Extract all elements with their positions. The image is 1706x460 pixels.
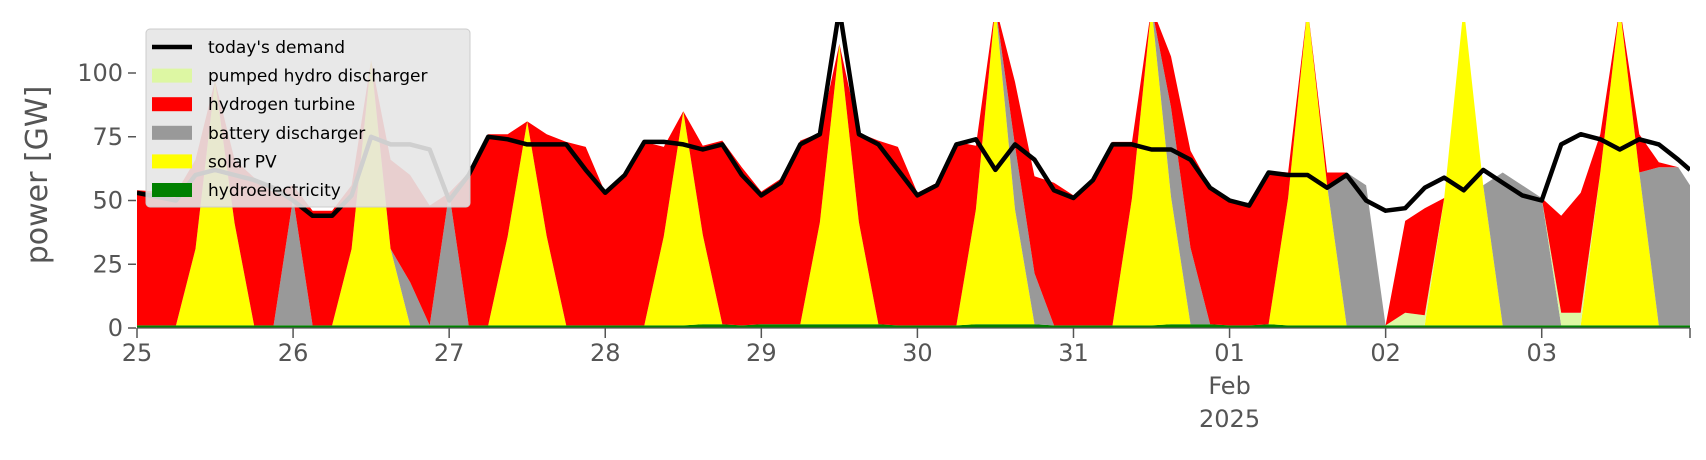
area-solar-pv <box>137 22 1690 326</box>
legend-label: today's demand <box>208 38 345 58</box>
x-tick-label: 01 <box>1214 339 1245 367</box>
legend-swatch <box>152 154 192 169</box>
x-tick-sublabel: Feb <box>1208 372 1251 400</box>
area-hydroelectricity <box>137 324 1690 328</box>
x-tick-label: 28 <box>590 339 621 367</box>
y-axis-title: power [GW] <box>20 86 55 265</box>
x-tick-sublabel: 2025 <box>1199 405 1260 433</box>
legend-swatch <box>152 68 192 83</box>
legend-swatch <box>152 97 192 112</box>
x-tick-label: 30 <box>902 339 933 367</box>
legend-label: pumped hydro discharger <box>208 67 427 87</box>
legend-label: battery discharger <box>208 124 365 144</box>
stacked-areas <box>137 22 1690 328</box>
x-tick-label: 27 <box>434 339 465 367</box>
y-tick-label: 75 <box>92 123 123 151</box>
legend-box <box>145 28 471 208</box>
x-tick-label: 31 <box>1058 339 1089 367</box>
y-tick-label: 50 <box>92 187 123 215</box>
legend-swatch <box>152 125 192 140</box>
x-tick-label: 26 <box>278 339 309 367</box>
legend-swatch <box>152 183 192 197</box>
legend-label: hydroelectricity <box>208 181 341 201</box>
legend-label: solar PV <box>208 152 277 172</box>
x-tick-label: 02 <box>1370 339 1401 367</box>
y-tick-label: 0 <box>108 314 123 342</box>
x-tick-label: 29 <box>746 339 777 367</box>
y-tick-label: 100 <box>77 59 123 87</box>
y-tick-label: 25 <box>92 250 123 278</box>
legend: today's demand pumped hydro discharger hyd… <box>145 28 471 208</box>
area-hydrogen-turbine <box>137 22 1690 326</box>
area-battery-discharger <box>137 22 1690 326</box>
x-tick-label: 03 <box>1526 339 1557 367</box>
legend-label: hydrogen turbine <box>208 95 355 115</box>
x-tick-label: 25 <box>122 339 153 367</box>
